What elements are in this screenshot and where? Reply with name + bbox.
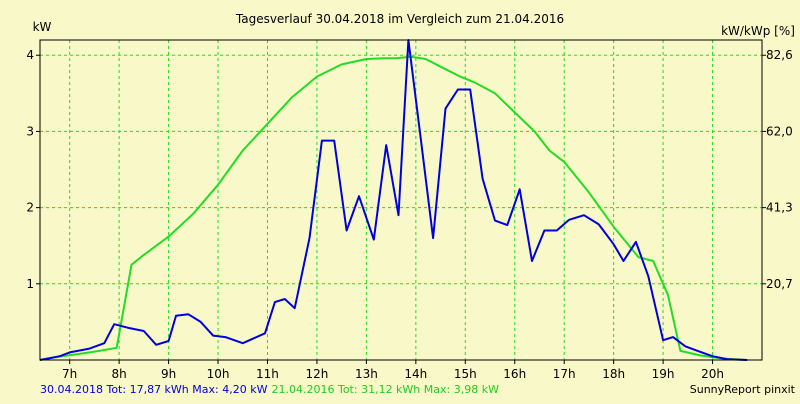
x-tick-label: 18h (602, 367, 625, 381)
y-tick-label-right: 41,3 (766, 201, 793, 215)
y-tick-label-left: 4 (26, 48, 34, 62)
x-tick-label: 12h (305, 367, 328, 381)
y-tick-label-left: 3 (26, 124, 34, 138)
y-axis-left-label: kW (33, 20, 52, 34)
series-layer (39, 39, 748, 361)
footer-credit: SunnyReport pinxit (690, 383, 796, 396)
y-tick-label-right: 20,7 (766, 277, 793, 291)
y-tick-label-left: 2 (26, 201, 34, 215)
y-tick-label-right: 82,6 (766, 48, 793, 62)
grid-layer (36, 40, 766, 364)
x-tick-label: 13h (355, 367, 378, 381)
x-tick-label: 14h (404, 367, 427, 381)
x-tick-label: 20h (701, 367, 724, 381)
y-axis-right-label: kW/kWp [%] (721, 24, 795, 38)
y-tick-label-right: 62,0 (766, 124, 793, 138)
y-tick-label-left: 1 (26, 277, 34, 291)
legend-2018: 30.04.2018 Tot: 17,87 kWh Max: 4,20 kW (40, 383, 268, 396)
x-tick-label: 7h (62, 367, 77, 381)
legend-2016: 21.04.2016 Tot: 31,12 kWh Max: 3,98 kW (272, 383, 500, 396)
x-tick-label: 19h (652, 367, 675, 381)
x-tick-label: 9h (161, 367, 176, 381)
tick-labels: 7h 8h 9h 10h 11h 12h 13h 14h 15h 16h 17h 18h 19h 20h 1… (26, 48, 792, 381)
x-tick-label: 10h (207, 367, 230, 381)
x-tick-label: 8h (111, 367, 126, 381)
x-tick-label: 15h (454, 367, 477, 381)
plot-frame (39, 39, 763, 361)
x-tick-label: 11h (256, 367, 279, 381)
series-line-2018 (39, 39, 748, 361)
x-tick-label: 16h (503, 367, 526, 381)
x-tick-label: 17h (553, 367, 576, 381)
chart-title: Tagesverlauf 30.04.2018 im Vergleich zum… (235, 12, 564, 26)
